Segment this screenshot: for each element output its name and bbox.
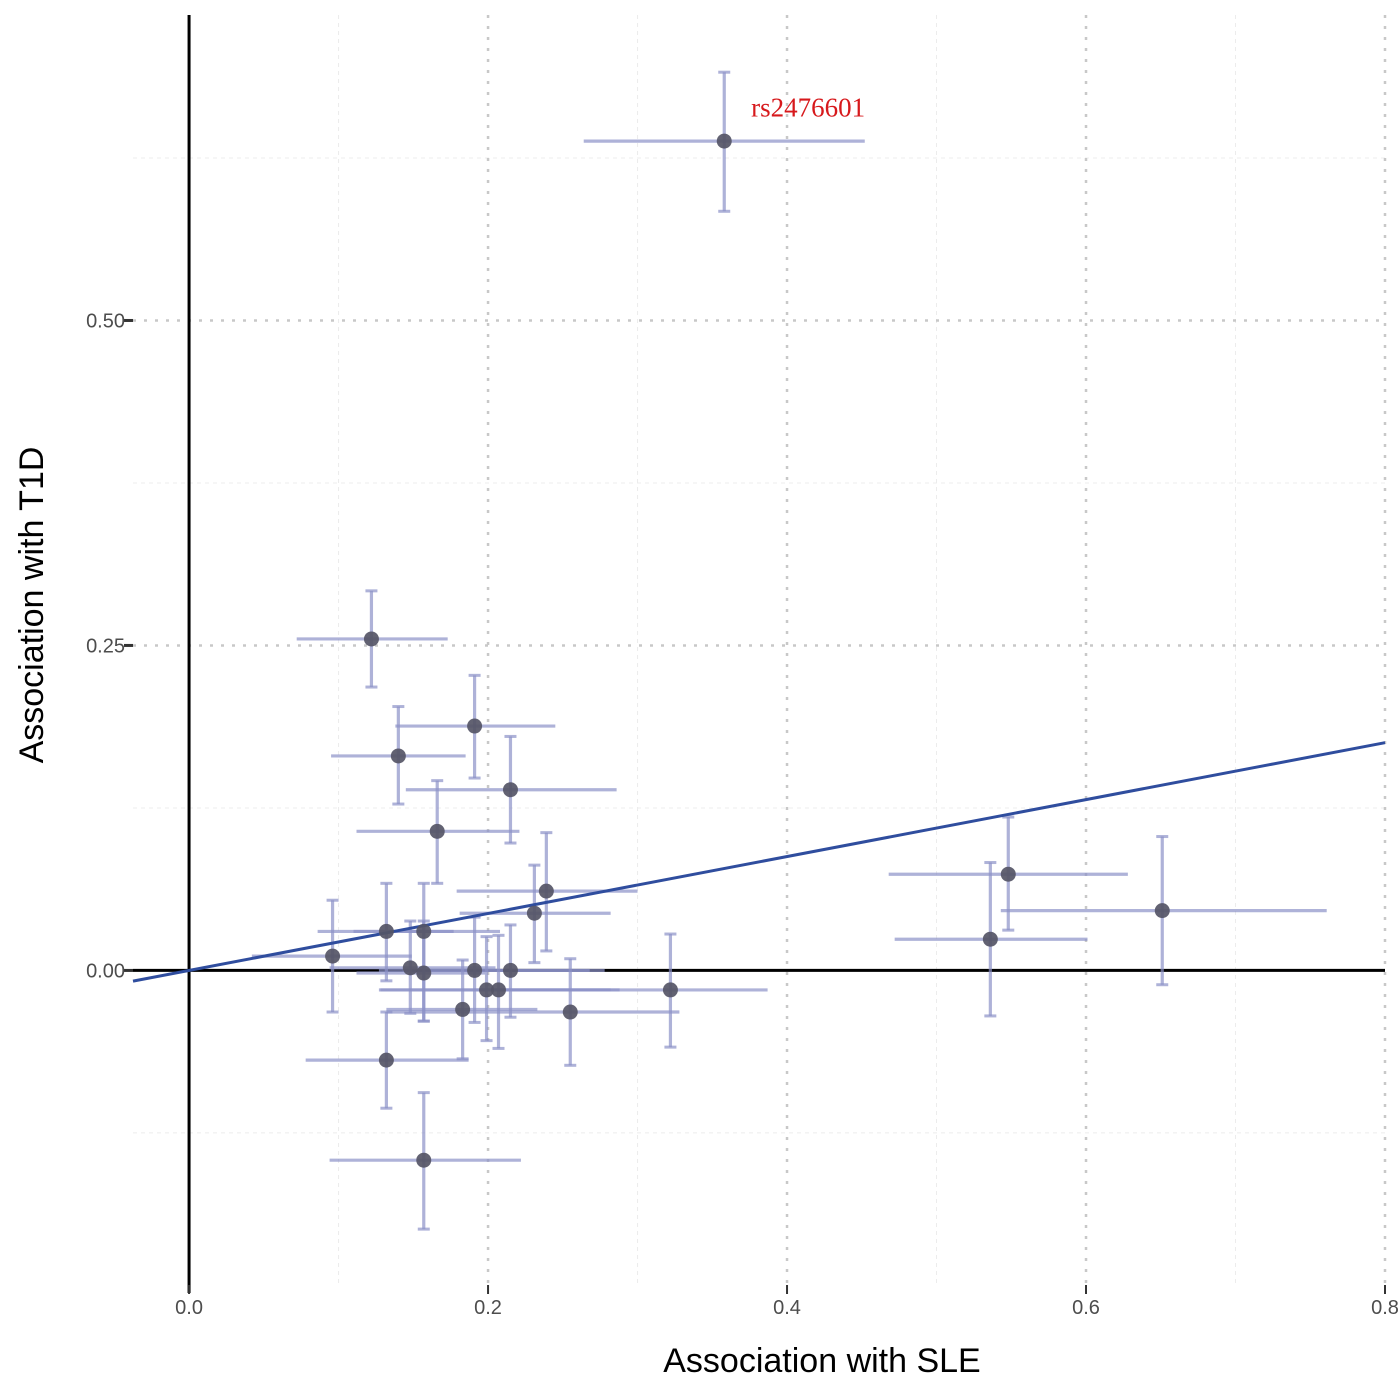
x-tick-label: 0.0 (175, 1297, 203, 1319)
data-point (402, 960, 418, 976)
data-point (662, 982, 678, 998)
regression-line (132, 741, 1386, 983)
regression-line-group (132, 741, 1386, 983)
data-point (467, 718, 483, 734)
data-point (562, 1004, 578, 1020)
data-point (1000, 866, 1016, 882)
x-tick-label: 0.8 (1371, 1297, 1399, 1319)
data-point (416, 965, 432, 981)
error-bars (251, 70, 1327, 1231)
data-point (479, 982, 495, 998)
data-point (502, 782, 518, 798)
y-tick-label: 0.25 (86, 635, 125, 657)
data-point (363, 631, 379, 647)
data-point (378, 1052, 394, 1068)
data-point (502, 962, 518, 978)
y-tick-label: 0.50 (86, 310, 125, 332)
data-point (491, 982, 507, 998)
grid (133, 15, 1387, 1285)
x-tick-label: 0.6 (1072, 1297, 1100, 1319)
data-points (325, 133, 1170, 1168)
axes (124, 15, 1386, 1294)
y-axis-title: Association with T1D (13, 447, 51, 764)
error-bar (353, 881, 501, 1023)
data-point (455, 1001, 471, 1017)
data-point (467, 962, 483, 978)
x-tick-label: 0.4 (773, 1297, 801, 1319)
x-tick-label: 0.2 (474, 1297, 502, 1319)
tick-labels: 0.0 0.2 0.4 0.6 0.8 0.00 0.25 0.50 (86, 310, 1399, 1319)
data-point (982, 931, 998, 947)
data-point (1154, 903, 1170, 919)
data-point (416, 1152, 432, 1168)
data-point (429, 823, 445, 839)
data-point (716, 133, 732, 149)
data-point (526, 905, 542, 921)
error-bar (489, 932, 768, 1049)
data-point (378, 923, 394, 939)
x-axis-title: Association with SLE (663, 1342, 981, 1380)
point-annotation: rs2476601 (751, 92, 865, 122)
data-point (416, 923, 432, 939)
data-point (325, 948, 341, 964)
data-point (390, 748, 406, 764)
y-tick-label: 0.00 (86, 960, 125, 982)
data-point (538, 883, 554, 899)
